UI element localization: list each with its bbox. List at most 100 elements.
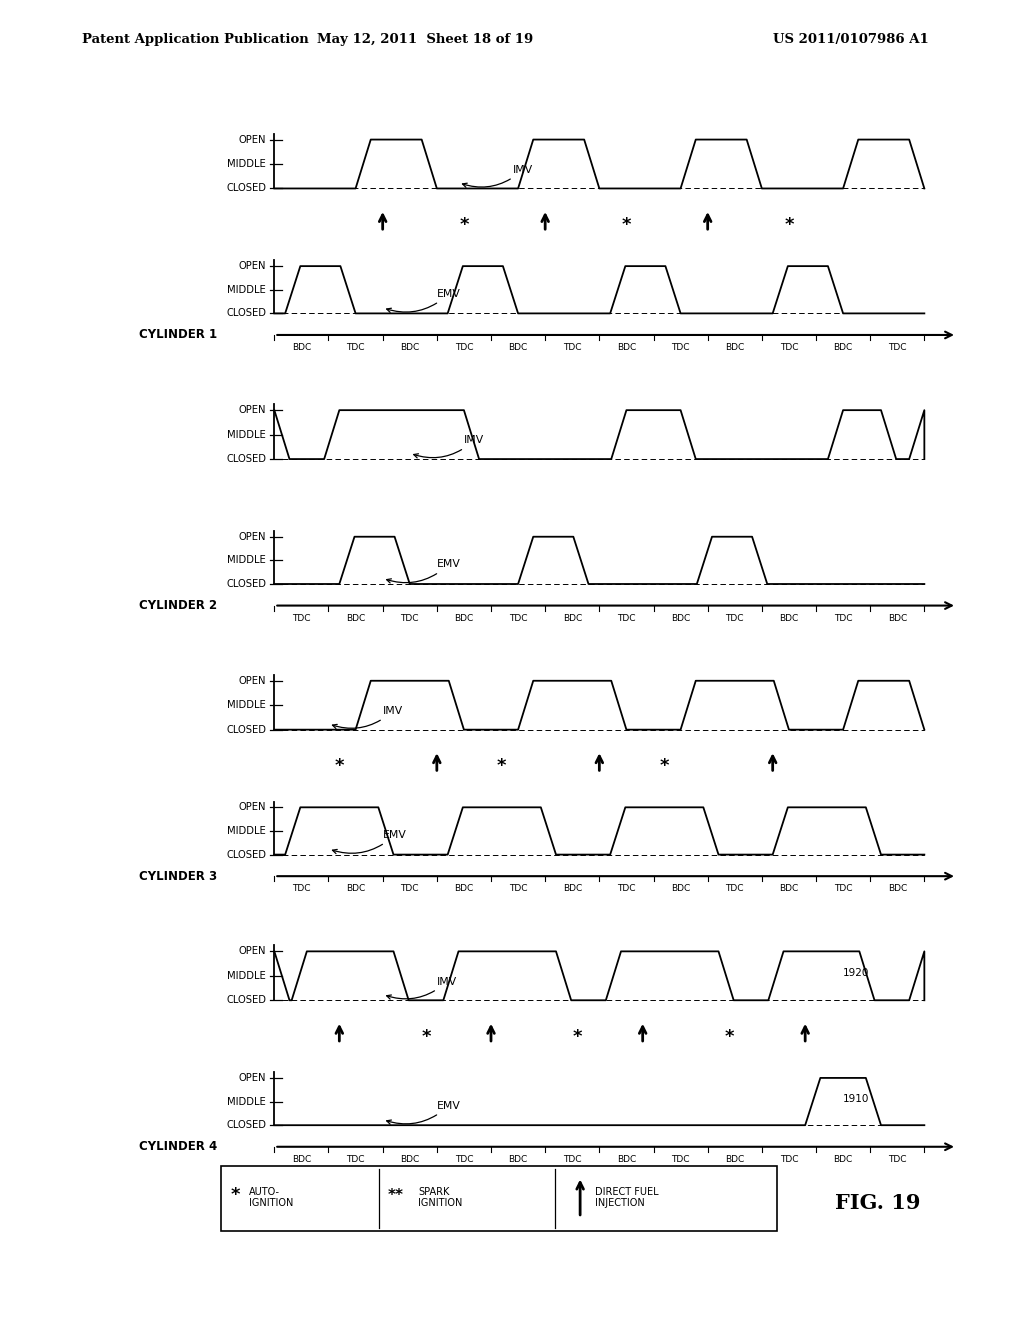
Text: EMV: EMV xyxy=(333,830,407,854)
Text: CLOSED: CLOSED xyxy=(226,850,266,859)
Text: OPEN: OPEN xyxy=(239,946,266,957)
Text: TDC: TDC xyxy=(563,1155,582,1164)
Text: MIDDLE: MIDDLE xyxy=(227,826,266,836)
Text: *: * xyxy=(459,216,469,234)
Text: 1920: 1920 xyxy=(843,969,869,978)
Text: CYLINDER 2: CYLINDER 2 xyxy=(139,599,217,612)
Text: BDC: BDC xyxy=(346,614,366,623)
Text: CYLINDER 3: CYLINDER 3 xyxy=(139,870,217,883)
Text: OPEN: OPEN xyxy=(239,532,266,541)
Text: *: * xyxy=(572,1028,583,1045)
Text: CLOSED: CLOSED xyxy=(226,183,266,194)
Text: OPEN: OPEN xyxy=(239,135,266,145)
Text: TDC: TDC xyxy=(617,614,636,623)
Text: IMV: IMV xyxy=(333,706,402,729)
Text: BDC: BDC xyxy=(292,343,311,352)
Text: BDC: BDC xyxy=(671,614,690,623)
Text: OPEN: OPEN xyxy=(239,1073,266,1082)
Text: TDC: TDC xyxy=(292,614,310,623)
FancyBboxPatch shape xyxy=(221,1167,777,1230)
Text: OPEN: OPEN xyxy=(239,261,266,271)
Text: MIDDLE: MIDDLE xyxy=(227,970,266,981)
Text: AUTO-
IGNITION: AUTO- IGNITION xyxy=(249,1187,294,1208)
Text: MIDDLE: MIDDLE xyxy=(227,285,266,294)
Text: TDC: TDC xyxy=(779,1155,798,1164)
Text: BDC: BDC xyxy=(725,343,744,352)
Text: TDC: TDC xyxy=(726,884,744,894)
Text: *: * xyxy=(725,1028,734,1045)
Text: TDC: TDC xyxy=(834,614,852,623)
Text: TDC: TDC xyxy=(563,343,582,352)
Text: TDC: TDC xyxy=(672,343,690,352)
Text: TDC: TDC xyxy=(509,614,527,623)
Text: EMV: EMV xyxy=(387,560,461,583)
Text: BDC: BDC xyxy=(888,614,907,623)
Text: BDC: BDC xyxy=(509,1155,527,1164)
Text: BDC: BDC xyxy=(455,614,473,623)
Text: BDC: BDC xyxy=(292,1155,311,1164)
Text: DIRECT FUEL
INJECTION: DIRECT FUEL INJECTION xyxy=(595,1187,658,1208)
Text: TDC: TDC xyxy=(726,614,744,623)
Text: *: * xyxy=(421,1028,431,1045)
Text: BDC: BDC xyxy=(400,1155,420,1164)
Text: BDC: BDC xyxy=(616,343,636,352)
Text: TDC: TDC xyxy=(400,614,419,623)
Text: EMV: EMV xyxy=(387,1101,461,1125)
Text: *: * xyxy=(784,216,794,234)
Text: MIDDLE: MIDDLE xyxy=(227,1097,266,1106)
Text: CLOSED: CLOSED xyxy=(226,1121,266,1130)
Text: BDC: BDC xyxy=(779,884,799,894)
Text: OPEN: OPEN xyxy=(239,405,266,416)
Text: TDC: TDC xyxy=(346,1155,365,1164)
Text: TDC: TDC xyxy=(888,1155,906,1164)
Text: BDC: BDC xyxy=(400,343,420,352)
Text: CLOSED: CLOSED xyxy=(226,454,266,465)
Text: OPEN: OPEN xyxy=(239,676,266,686)
Text: IMV: IMV xyxy=(387,977,457,999)
Text: TDC: TDC xyxy=(888,343,906,352)
Text: MIDDLE: MIDDLE xyxy=(227,429,266,440)
Text: TDC: TDC xyxy=(617,884,636,894)
Text: BDC: BDC xyxy=(509,343,527,352)
Text: OPEN: OPEN xyxy=(239,803,266,812)
Text: May 12, 2011  Sheet 18 of 19: May 12, 2011 Sheet 18 of 19 xyxy=(316,33,534,46)
Text: TDC: TDC xyxy=(292,884,310,894)
Text: TDC: TDC xyxy=(672,1155,690,1164)
Text: 1910: 1910 xyxy=(843,1094,869,1105)
Text: CYLINDER 1: CYLINDER 1 xyxy=(139,329,217,342)
Text: BDC: BDC xyxy=(455,884,473,894)
Text: US 2011/0107986 A1: US 2011/0107986 A1 xyxy=(773,33,929,46)
Text: BDC: BDC xyxy=(834,343,853,352)
Text: BDC: BDC xyxy=(888,884,907,894)
Text: CLOSED: CLOSED xyxy=(226,725,266,735)
Text: IMV: IMV xyxy=(414,436,484,458)
Text: Patent Application Publication: Patent Application Publication xyxy=(82,33,308,46)
Text: BDC: BDC xyxy=(616,1155,636,1164)
Text: BDC: BDC xyxy=(671,884,690,894)
Text: TDC: TDC xyxy=(834,884,852,894)
Text: BDC: BDC xyxy=(779,614,799,623)
Text: SPARK
IGNITION: SPARK IGNITION xyxy=(418,1187,463,1208)
Text: BDC: BDC xyxy=(562,614,582,623)
Text: IMV: IMV xyxy=(463,165,532,187)
Text: TDC: TDC xyxy=(509,884,527,894)
Text: *: * xyxy=(622,216,631,234)
Text: FIG. 19: FIG. 19 xyxy=(835,1192,920,1213)
Text: MIDDLE: MIDDLE xyxy=(227,158,266,169)
Text: **: ** xyxy=(388,1188,403,1203)
Text: MIDDLE: MIDDLE xyxy=(227,556,266,565)
Text: CLOSED: CLOSED xyxy=(226,579,266,589)
Text: CLOSED: CLOSED xyxy=(226,309,266,318)
Text: TDC: TDC xyxy=(346,343,365,352)
Text: TDC: TDC xyxy=(455,1155,473,1164)
Text: BDC: BDC xyxy=(562,884,582,894)
Text: *: * xyxy=(335,758,344,775)
Text: CYLINDER 4: CYLINDER 4 xyxy=(139,1140,217,1154)
Text: TDC: TDC xyxy=(400,884,419,894)
Text: TDC: TDC xyxy=(455,343,473,352)
Text: TDC: TDC xyxy=(779,343,798,352)
Text: BDC: BDC xyxy=(346,884,366,894)
Text: *: * xyxy=(231,1187,241,1204)
Text: MIDDLE: MIDDLE xyxy=(227,700,266,710)
Text: BDC: BDC xyxy=(725,1155,744,1164)
